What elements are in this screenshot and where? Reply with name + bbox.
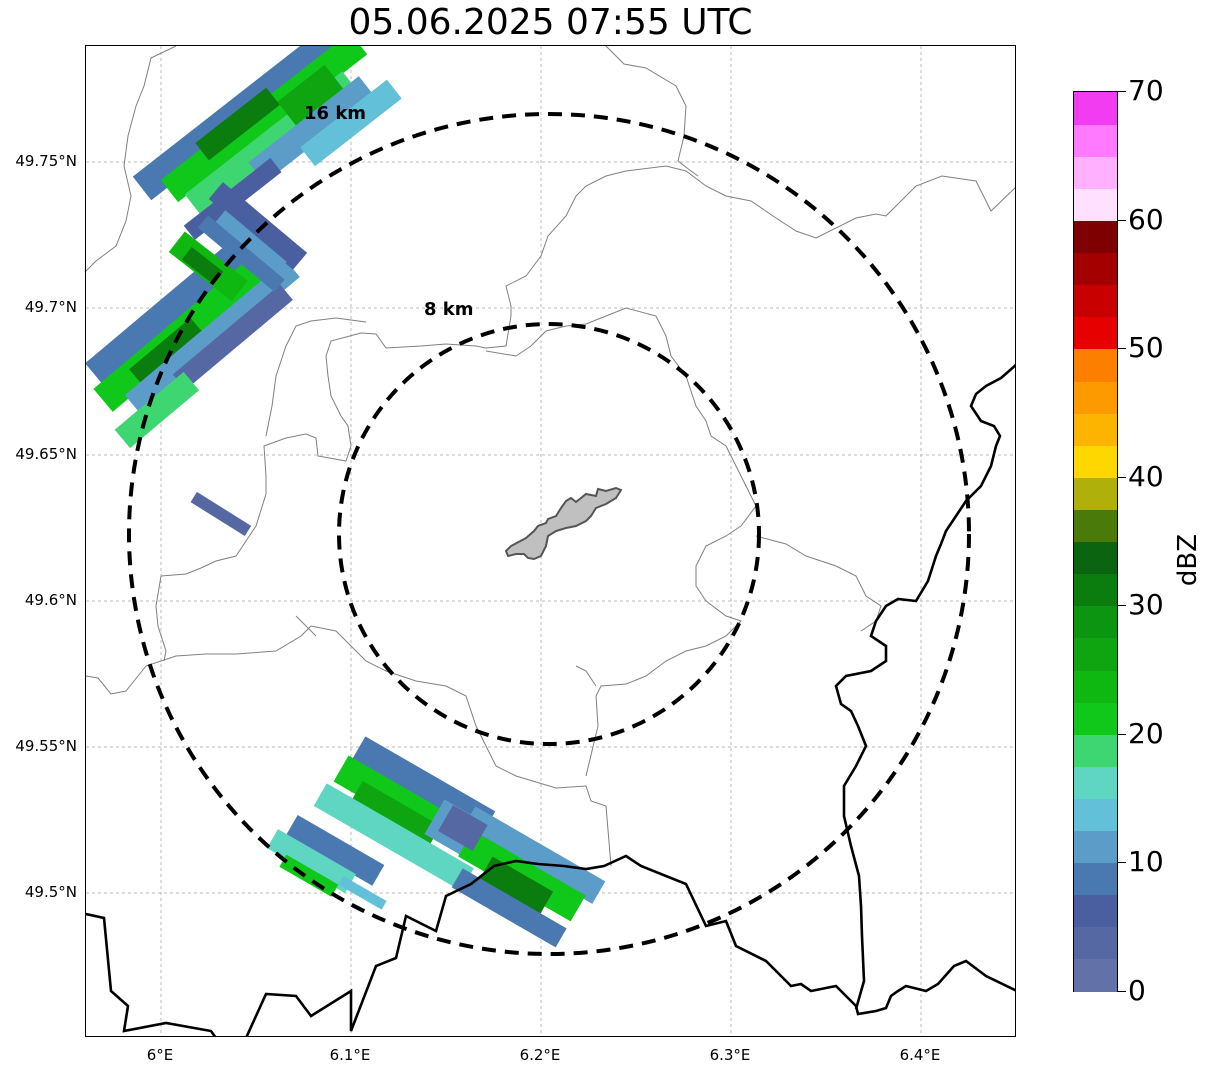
admin-borders [86,46,1015,867]
colorbar-segment [1074,862,1117,896]
colorbar-segment [1074,220,1117,254]
gridlines [86,46,1015,1036]
colorbar-segment [1074,605,1117,639]
colorbar-label: dBZ [1173,533,1204,587]
colorbar-segment [1074,124,1117,157]
ring-label-16km: 16 km [304,103,366,124]
lat-label: 49.55°N [15,737,77,755]
colorbar-segment [1074,509,1117,543]
colorbar-tick-mark [1118,605,1126,607]
colorbar-segment [1074,894,1117,928]
colorbar-segment [1074,380,1117,414]
colorbar-segment [1074,541,1117,575]
colorbar-tick-label: 70 [1128,74,1164,107]
colorbar-segment [1074,316,1117,350]
colorbar-tick-mark [1118,219,1126,221]
colorbar-tick-mark [1118,476,1126,478]
colorbar-tick-label: 0 [1128,974,1146,1007]
colorbar-segment [1074,92,1117,125]
lon-label: 6.1°E [329,1046,371,1064]
lon-label: 6.2°E [519,1046,561,1064]
lat-label: 49.75°N [15,152,77,170]
colorbar-tick-label: 60 [1128,202,1164,236]
colorbar-segment [1074,734,1117,767]
colorbar-tick-label: 10 [1128,845,1164,879]
colorbar-tick-mark [1118,733,1126,735]
colorbar-tick-label: 20 [1128,716,1164,750]
colorbar-segment [1074,156,1117,189]
colorbar-segment [1074,284,1117,318]
colorbar-segment [1074,669,1117,703]
country-borders [86,364,1015,1036]
colorbar-tick-mark [1118,91,1126,92]
colorbar [1073,91,1118,992]
colorbar-segment [1074,958,1117,992]
colorbar-segment [1074,188,1117,222]
lon-label: 6.3°E [709,1046,751,1064]
colorbar-segment [1074,766,1117,799]
ring-label-8km: 8 km [424,299,474,320]
map-title: 05.06.2025 07:55 UTC [348,2,753,43]
colorbar-tick-label: 40 [1128,459,1164,493]
colorbar-segment [1074,830,1117,864]
lat-label: 49.7°N [24,298,77,316]
colorbar-tick-label: 30 [1128,588,1164,622]
colorbar-tick-mark [1118,862,1126,864]
map-canvas: 8 km 16 km [86,46,1015,1036]
colorbar-segment [1074,252,1117,286]
colorbar-tick-mark [1118,348,1126,350]
range-rings [127,112,971,956]
colorbar-segment [1074,477,1117,510]
colorbar-tick-mark [1118,991,1126,992]
colorbar-segment [1074,348,1117,382]
colorbar-segment [1074,926,1117,960]
colorbar-segment [1074,445,1117,478]
colorbar-segment [1074,702,1117,735]
lon-label: 6°E [146,1046,174,1064]
colorbar-segment [1074,637,1117,671]
colorbar-segment [1074,798,1117,832]
radar-echoes [86,46,606,948]
colorbar-segment [1074,413,1117,446]
lon-label: 6.4°E [899,1046,941,1064]
colorbar-segment [1074,573,1117,607]
radar-map[interactable]: 8 km 16 km [85,45,1016,1037]
lat-label: 49.5°N [24,883,77,901]
city-area [504,486,623,561]
lat-label: 49.6°N [24,591,77,609]
colorbar-tick-label: 50 [1128,331,1164,365]
lat-label: 49.65°N [15,445,77,463]
